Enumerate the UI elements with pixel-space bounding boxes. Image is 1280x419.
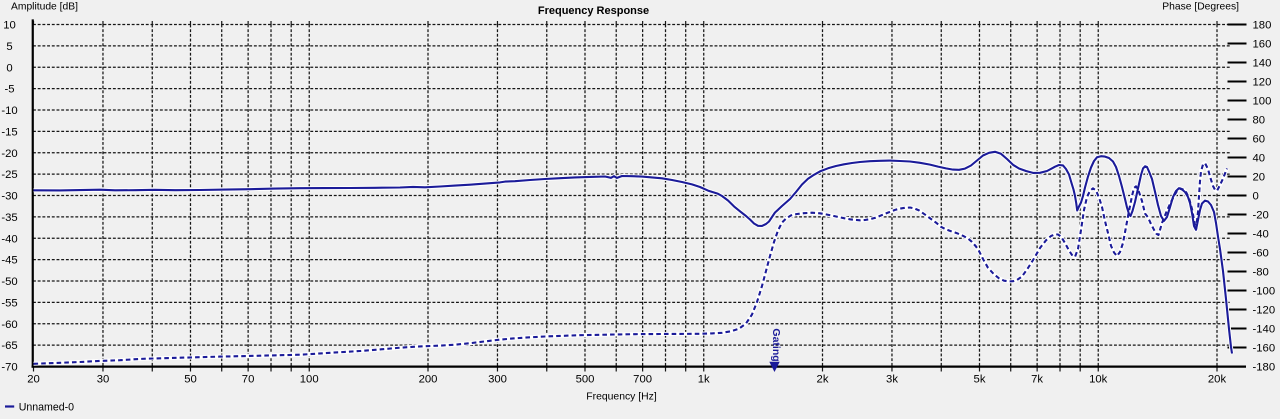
svg-text:20: 20 (27, 374, 40, 386)
svg-text:300: 300 (488, 374, 507, 386)
svg-text:160: 160 (1253, 39, 1272, 51)
svg-text:3k: 3k (886, 374, 898, 386)
svg-text:10: 10 (3, 20, 16, 32)
svg-text:Amplitude [dB]: Amplitude [dB] (11, 1, 78, 12)
svg-text:-15: -15 (1, 127, 17, 139)
svg-text:20: 20 (1253, 172, 1266, 184)
svg-text:-160: -160 (1253, 343, 1276, 355)
svg-text:-45: -45 (1, 255, 17, 267)
svg-text:-65: -65 (1, 340, 17, 352)
svg-text:2k: 2k (817, 374, 829, 386)
svg-text:Gating: Gating (770, 328, 782, 361)
svg-text:-140: -140 (1253, 324, 1276, 336)
svg-text:-10: -10 (1, 105, 17, 117)
svg-text:10k: 10k (1089, 374, 1108, 386)
svg-text:500: 500 (576, 374, 595, 386)
svg-text:0: 0 (1253, 191, 1259, 203)
svg-text:-40: -40 (1253, 229, 1269, 241)
svg-text:-5: -5 (4, 84, 14, 96)
svg-text:60: 60 (1253, 134, 1266, 146)
svg-text:80: 80 (1253, 115, 1266, 127)
svg-text:0: 0 (6, 62, 12, 74)
svg-text:1k: 1k (698, 374, 710, 386)
svg-text:-20: -20 (1, 148, 17, 160)
svg-text:-70: -70 (1, 362, 17, 374)
svg-text:-30: -30 (1, 191, 17, 203)
svg-text:-50: -50 (1, 276, 17, 288)
svg-text:-60: -60 (1253, 248, 1269, 260)
svg-text:-40: -40 (1, 233, 17, 245)
svg-text:Unnamed-0: Unnamed-0 (19, 401, 74, 413)
svg-text:-55: -55 (1, 298, 17, 310)
svg-text:-25: -25 (1, 169, 17, 181)
svg-text:100: 100 (300, 374, 319, 386)
svg-text:40: 40 (1253, 153, 1266, 165)
svg-text:100: 100 (1253, 96, 1272, 108)
svg-text:5: 5 (6, 41, 12, 53)
svg-text:Frequency Response: Frequency Response (538, 5, 649, 17)
svg-text:-80: -80 (1253, 267, 1269, 279)
svg-text:20k: 20k (1208, 374, 1227, 386)
svg-text:-20: -20 (1253, 210, 1269, 222)
svg-text:Frequency [Hz]: Frequency [Hz] (586, 391, 657, 402)
svg-text:30: 30 (97, 374, 110, 386)
svg-text:-60: -60 (1, 319, 17, 331)
svg-text:7k: 7k (1031, 374, 1043, 386)
svg-text:5k: 5k (974, 374, 986, 386)
svg-text:180: 180 (1253, 20, 1272, 32)
svg-text:120: 120 (1253, 77, 1272, 89)
svg-text:140: 140 (1253, 58, 1272, 70)
svg-text:Phase [Degrees]: Phase [Degrees] (1162, 1, 1239, 12)
svg-text:-100: -100 (1253, 286, 1276, 298)
svg-text:-180: -180 (1253, 362, 1276, 374)
svg-text:50: 50 (184, 374, 197, 386)
svg-text:700: 700 (633, 374, 652, 386)
svg-text:-35: -35 (1, 212, 17, 224)
svg-text:-120: -120 (1253, 305, 1276, 317)
svg-text:70: 70 (242, 374, 255, 386)
svg-text:200: 200 (419, 374, 438, 386)
